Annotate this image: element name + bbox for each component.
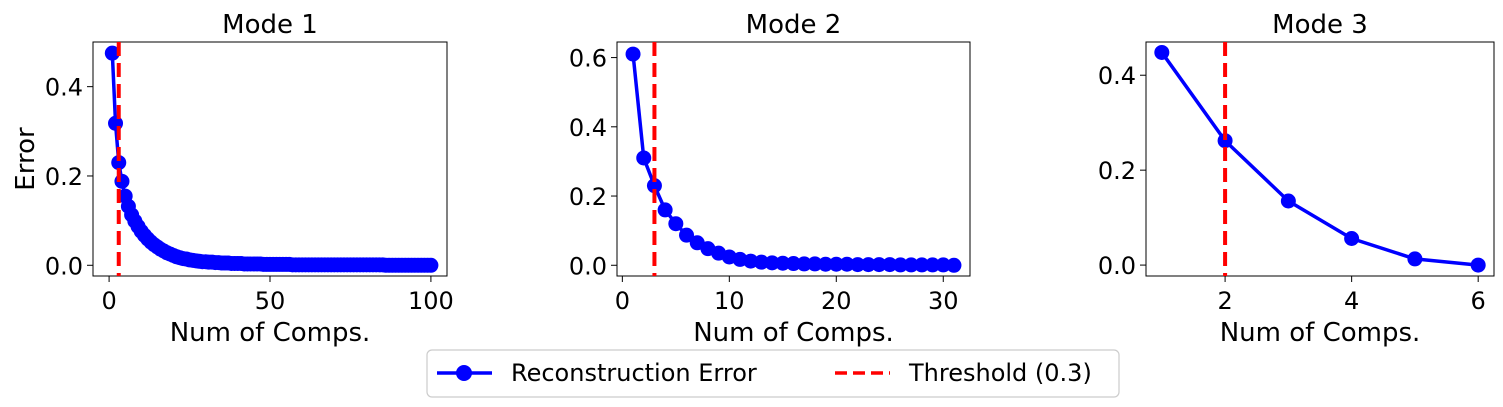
y-tick-label: 0.0 (569, 252, 607, 280)
data-point (104, 45, 120, 61)
data-point (786, 256, 801, 272)
x-tick-label: 2 (1217, 287, 1232, 315)
plot-frame (616, 41, 971, 277)
x-axis-label: Num of Comps. (1220, 318, 1421, 348)
data-point (111, 155, 127, 171)
x-tick-label: 30 (928, 287, 959, 315)
data-point (839, 256, 855, 272)
data-point (914, 257, 930, 273)
data-point (657, 202, 673, 218)
data-point (1217, 133, 1233, 149)
data-point (625, 46, 641, 62)
plot-frame (1145, 41, 1495, 277)
data-point (860, 257, 876, 273)
data-point (753, 254, 769, 270)
x-axis-label: Num of Comps. (693, 318, 894, 348)
legend-marker-swatch (456, 365, 472, 381)
x-tick-label: 4 (1344, 287, 1359, 315)
y-tick-label: 0.6 (569, 45, 607, 73)
data-point (882, 257, 898, 273)
data-point (1407, 251, 1423, 267)
data-point (646, 178, 662, 194)
data-point (636, 150, 652, 166)
data-layer (625, 42, 962, 276)
data-point (764, 255, 780, 271)
y-tick-label: 0.4 (569, 114, 607, 142)
x-tick-label: 6 (1471, 287, 1486, 315)
data-point (423, 257, 439, 273)
y-tick-label: 0.0 (1098, 252, 1136, 280)
y-tick-label: 0.4 (1098, 62, 1136, 90)
y-axis-label: Error (11, 127, 41, 191)
y-tick-label: 0.2 (569, 183, 607, 211)
x-tick-label: 50 (255, 287, 286, 315)
data-point (1470, 257, 1486, 273)
x-tick-label: 0 (101, 287, 116, 315)
legend: Reconstruction Error Threshold (0.3) (426, 349, 1120, 398)
data-point (946, 257, 962, 273)
data-point (850, 257, 866, 273)
y-tick-label: 0.2 (1098, 157, 1136, 185)
data-layer (104, 42, 439, 276)
data-point (775, 255, 791, 271)
data-point (114, 173, 130, 189)
data-point (1344, 231, 1360, 247)
data-point (668, 216, 684, 232)
legend-label-reconstruction-error: Reconstruction Error (511, 359, 757, 387)
data-point (935, 257, 951, 273)
y-tick-label: 0.2 (45, 163, 83, 191)
x-tick-label: 20 (821, 287, 852, 315)
series-line (1160, 51, 1479, 267)
data-point (796, 256, 812, 272)
data-point (108, 115, 124, 131)
data-point (679, 227, 695, 243)
legend-frame (426, 349, 1120, 398)
data-point (828, 256, 844, 272)
data-point (925, 257, 941, 273)
chart-title: Mode 1 (222, 10, 318, 40)
chart-panel-1: 0 50 100 0.0 0.2 0.4 Mode 1 Num of Comps. Error (11, 10, 454, 348)
chart-title: Mode 2 (746, 10, 842, 40)
legend-label-threshold: Threshold (0.3) (908, 359, 1092, 387)
y-tick-label: 0.4 (45, 74, 83, 102)
data-point (1154, 44, 1170, 60)
x-tick-label: 0 (615, 287, 630, 315)
data-point (892, 257, 908, 273)
data-point (871, 257, 887, 273)
data-layer (1154, 42, 1486, 276)
data-point (1280, 193, 1296, 209)
data-point (807, 256, 823, 272)
data-point (903, 257, 919, 273)
x-axis-label: Num of Comps. (170, 318, 371, 348)
chart-panel-2: 0 10 20 30 0.0 0.2 0.4 0.6 Mode 2 Num of Comps. (569, 10, 971, 348)
data-point (818, 256, 834, 272)
chart-title: Mode 3 (1272, 10, 1368, 40)
y-tick-label: 0.0 (45, 252, 83, 280)
x-tick-label: 100 (408, 287, 454, 315)
x-tick-label: 10 (714, 287, 745, 315)
chart-panel-3: 2 4 6 0.0 0.2 0.4 Mode 3 Num of Comps. (1098, 10, 1495, 348)
